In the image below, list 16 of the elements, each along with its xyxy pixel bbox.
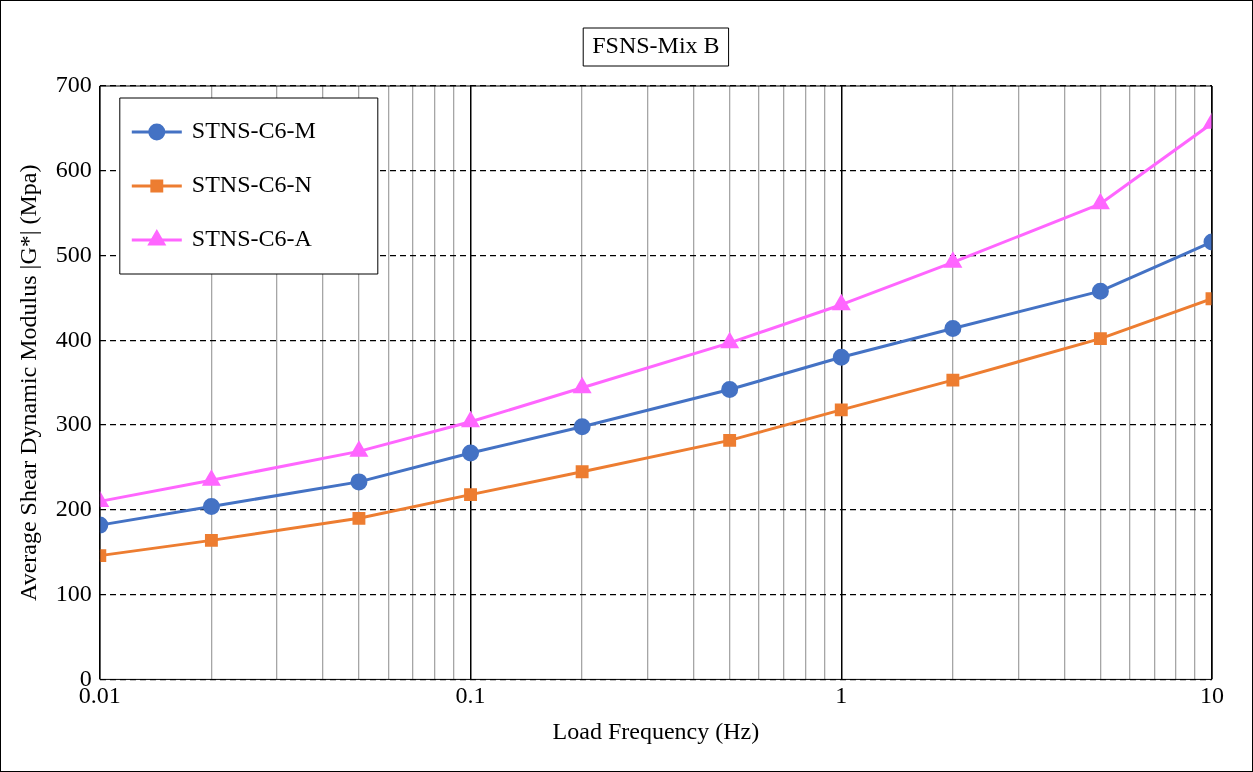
x-axis-title: Load Frequency (Hz) [552, 717, 760, 744]
y-tick-label: 100 [55, 579, 92, 606]
chart-title: FSNS-Mix B [592, 32, 720, 59]
y-tick-label: 400 [55, 325, 92, 352]
legend-label: STNS-C6-A [191, 225, 313, 252]
y-tick-label: 200 [55, 495, 92, 522]
y-tick-label: 300 [55, 410, 92, 437]
y-tick-label: 500 [55, 240, 92, 267]
y-tick-label: 600 [55, 156, 92, 183]
y-axis-title: Average Shear Dynamic Modulus |G*| (Mpa) [14, 164, 41, 601]
y-tick-label: 700 [55, 71, 92, 98]
x-tick-label: 0.1 [455, 682, 486, 709]
legend-label: STNS-C6-N [191, 171, 312, 198]
legend-label: STNS-C6-M [191, 117, 316, 144]
x-tick-label: 10 [1200, 682, 1224, 709]
x-tick-label: 1 [835, 682, 848, 709]
